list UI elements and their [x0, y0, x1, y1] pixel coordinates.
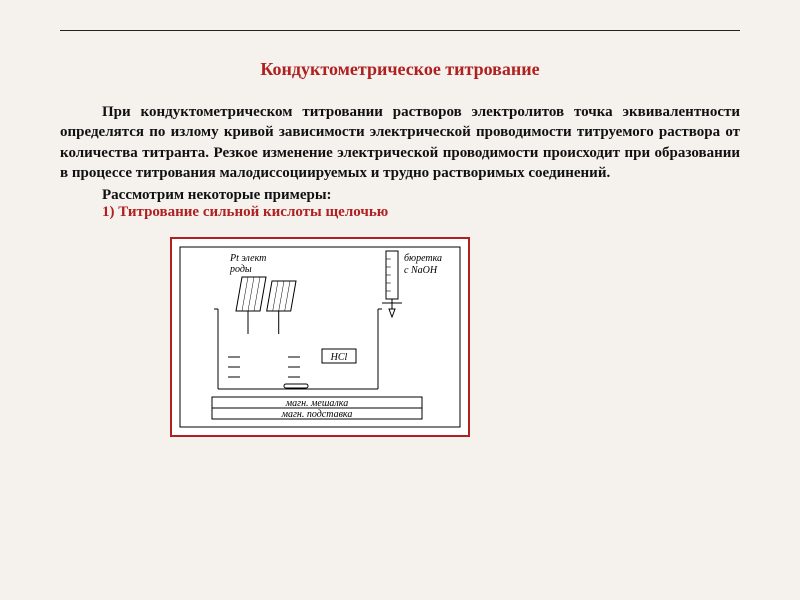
svg-text:роды: роды — [229, 264, 252, 275]
top-divider — [60, 30, 740, 31]
slide: Кондуктометрическое титрование При конду… — [0, 0, 800, 600]
example-1-label: 1) Титрование сильной кислоты щелочью — [60, 204, 740, 221]
svg-text:магн. мешалка: магн. мешалка — [285, 398, 348, 409]
svg-text:HCl: HCl — [330, 352, 348, 363]
svg-text:магн. подставка: магн. подставка — [281, 409, 353, 420]
slide-title: Кондуктометрическое титрование — [60, 59, 740, 80]
svg-text:с NaOH: с NaOH — [404, 265, 438, 276]
titration-apparatus-diagram: магн. мешалкамагн. подставка HCl Pt электр… — [170, 237, 470, 437]
svg-text:Pt элект: Pt элект — [229, 253, 266, 264]
svg-text:бюретка: бюретка — [404, 253, 442, 264]
apparatus-svg: магн. мешалкамагн. подставка HCl Pt электр… — [172, 239, 468, 435]
examples-intro: Рассмотрим некоторые примеры: — [60, 187, 740, 204]
body-paragraph: При кондуктометрическом титровании раств… — [60, 102, 740, 183]
